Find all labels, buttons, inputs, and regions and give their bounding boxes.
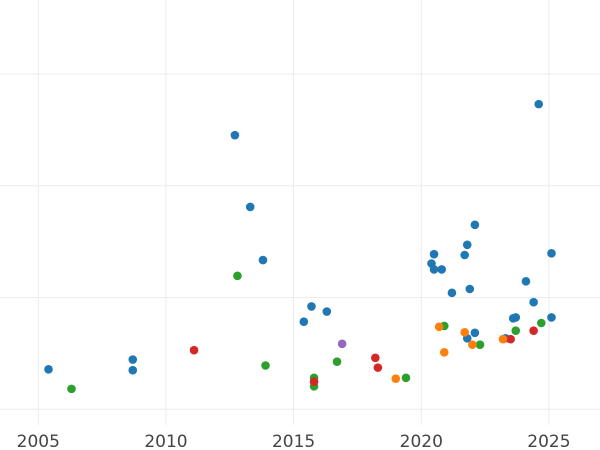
data-point-green [401,373,411,383]
data-point-green [475,340,485,349]
data-point-orange [391,374,401,383]
data-point-green [332,357,342,366]
data-point-green [67,384,76,394]
grid [0,0,600,425]
x-tick-label: 2025 [527,432,570,450]
data-points [44,99,556,394]
data-point-blue [511,313,521,322]
data-point-blue [128,365,138,375]
x-tick-label: 2015 [272,432,315,450]
data-point-orange [468,340,477,349]
data-point-blue [322,307,332,316]
data-point-orange [498,334,508,344]
data-point-blue [462,240,472,250]
data-point-blue [299,317,309,327]
data-point-blue [470,220,480,230]
data-point-red [189,345,199,355]
data-point-orange [439,348,449,357]
data-point-blue [429,265,439,274]
data-point-blue [547,249,556,258]
data-point-blue [447,288,457,298]
data-point-blue [307,302,316,311]
data-point-red [371,353,380,363]
data-point-blue [437,265,447,274]
data-point-orange [460,328,469,337]
x-tick-label: 2010 [144,432,187,450]
x-tick-label: 2005 [17,432,60,450]
data-point-blue [128,355,138,364]
data-point-blue [547,313,556,322]
data-point-red [529,326,538,335]
data-point-green [233,271,242,281]
data-point-blue [521,277,531,286]
data-point-blue [245,202,255,212]
data-point-blue [470,328,480,338]
data-point-blue [429,249,439,259]
data-point-red [506,334,515,344]
data-point-green [511,326,521,335]
x-axis: 2005 2010 2015 2020 2025 [17,432,571,450]
data-point-blue [460,250,469,260]
data-point-blue [230,130,240,140]
data-point-red [309,377,319,386]
data-point-blue [465,284,475,294]
data-point-blue [258,255,268,265]
data-point-orange [434,322,444,332]
data-point-green [536,318,546,328]
data-point-blue [529,297,538,307]
data-point-green [261,361,270,370]
data-point-red [373,363,383,372]
data-point-blue [44,365,53,374]
data-point-purple [337,339,347,349]
data-point-blue [534,99,544,109]
x-tick-label: 2020 [400,432,443,450]
